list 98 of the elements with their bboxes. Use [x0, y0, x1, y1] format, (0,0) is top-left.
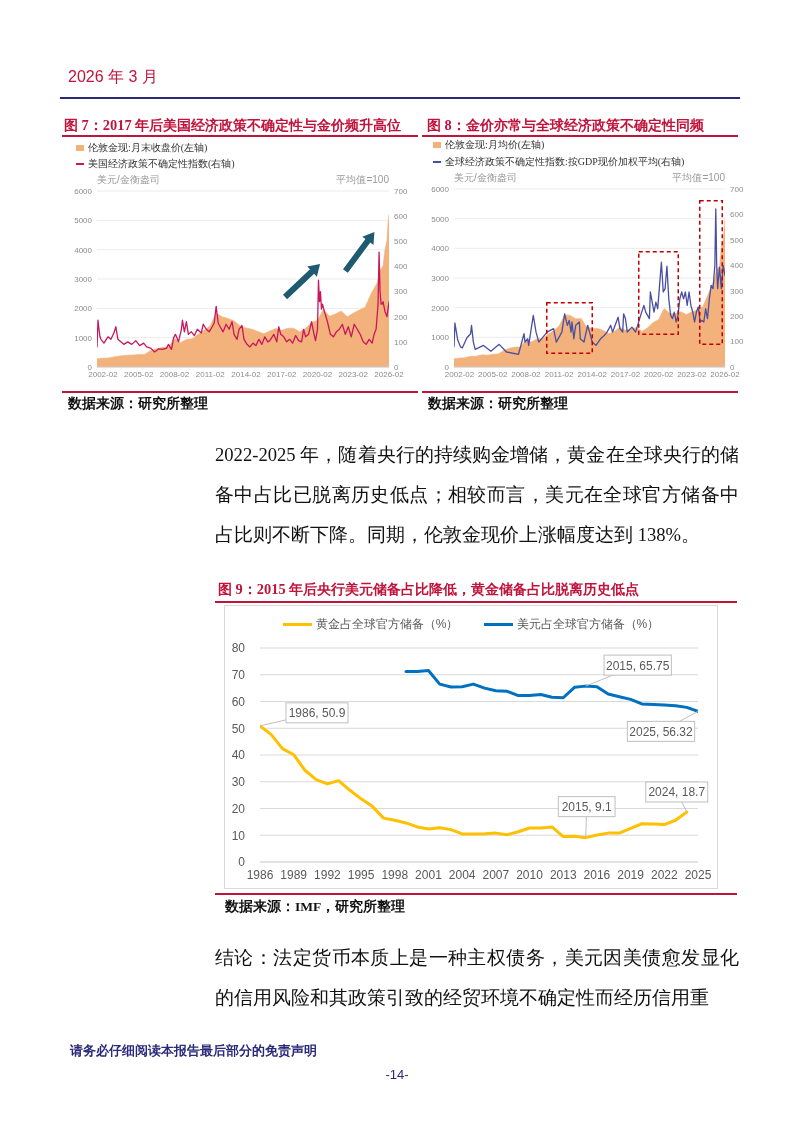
- y-tick-label: 0: [238, 855, 246, 870]
- y2-tick-label: 700: [730, 184, 744, 194]
- y-axis-title: 美元/金衡盎司: [454, 171, 517, 185]
- y2-tick-label: 200: [394, 312, 408, 322]
- y2-axis-title: 平均值=100: [336, 173, 389, 187]
- text: 结论：法定货币本质上是一种主权债务，美元因美债愈发显化的信用风险和其政策引致的经贸环境不确定性而经历信用重: [215, 946, 739, 1010]
- y-tick-label: 5000: [74, 216, 93, 226]
- y2-tick-label: 600: [730, 210, 744, 220]
- y-tick-label: 3000: [431, 273, 450, 283]
- y2-tick-label: 500: [394, 237, 408, 247]
- y2-tick-label: 0: [394, 362, 399, 372]
- y2-tick-label: 600: [394, 211, 408, 221]
- legend-label: 黄金占全球官方储备（%）: [315, 615, 459, 633]
- y-tick-label: 30: [231, 775, 246, 790]
- data-label: 1986, 50.9: [288, 706, 346, 721]
- y2-tick-label: 300: [394, 287, 408, 297]
- x-tick-label: 2014-02: [231, 369, 262, 379]
- y-tick-label: 1000: [431, 333, 450, 343]
- y-tick-label: 20: [231, 801, 246, 816]
- x-tick-label: 2011-02: [544, 369, 575, 379]
- y-tick-label: 0: [87, 362, 93, 372]
- legend-label: 全球经济政策不确定性指数:按GDP现价加权平均(右轴): [445, 154, 685, 169]
- y-tick-label: 3000: [74, 274, 93, 284]
- y2-tick-label: 400: [394, 262, 408, 272]
- x-tick-label: 1992: [314, 867, 342, 882]
- legend-label: 美元占全球官方储备（%）: [516, 615, 660, 633]
- legend-label: 伦敦金现:月末收盘价(左轴): [88, 141, 208, 155]
- source-note: 数据来源：研究所整理: [428, 395, 568, 413]
- x-tick-label: 2026-02: [374, 369, 405, 379]
- x-tick-label: 2025: [684, 867, 712, 882]
- data-label: 2015, 65.75: [605, 658, 670, 673]
- line-series: [97, 251, 389, 353]
- y-tick-label: 4000: [74, 245, 93, 255]
- x-tick-label: 2010: [516, 867, 544, 882]
- x-tick-label: 2008-02: [511, 369, 542, 379]
- data-label: 2025, 56.32: [629, 724, 694, 739]
- y-tick-label: 50: [231, 721, 246, 736]
- x-tick-label: 1998: [381, 867, 409, 882]
- y-tick-label: 5000: [431, 214, 450, 224]
- text: -14-: [384, 1067, 410, 1082]
- x-tick-label: 2011-02: [195, 369, 226, 379]
- y-tick-label: 80: [231, 641, 246, 656]
- y2-tick-label: 0: [730, 362, 735, 372]
- y2-tick-label: 200: [730, 311, 744, 321]
- y-tick-label: 70: [231, 668, 246, 683]
- x-tick-label: 2002-02: [88, 369, 119, 379]
- y-tick-label: 6000: [431, 184, 450, 194]
- y-tick-label: 4000: [431, 244, 450, 254]
- data-label: 2024, 18.7: [648, 785, 706, 800]
- chart-title: 图 7：2017 年后美国经济政策不确定性与金价频升高位: [64, 116, 402, 135]
- x-tick-label: 2017-02: [610, 369, 641, 379]
- x-tick-label: 2017-02: [267, 369, 297, 379]
- text: 2022-2025 年，随着央行的持续购金增储，黄金在全球央行的储备中占比已脱离历史低点；相较而言，美元在全球官方储备中占比则不断下降。同期，伦敦金现价上涨幅度达到 138%。: [215, 443, 739, 547]
- x-tick-label: 2020-02: [643, 369, 674, 379]
- x-tick-label: 2008-02: [159, 369, 190, 379]
- y-tick-label: 0: [444, 362, 450, 372]
- y-tick-label: 2000: [431, 303, 450, 313]
- y-tick-label: 60: [231, 694, 246, 709]
- chart-title: 图 8：金价亦常与全球经济政策不确定性同频: [427, 116, 704, 135]
- x-tick-label: 1989: [280, 867, 308, 882]
- x-tick-label: 2005-02: [124, 369, 154, 379]
- text: 2026 年 3 月: [68, 67, 158, 87]
- y-tick-label: 10: [231, 828, 246, 843]
- y-tick-label: 1000: [74, 333, 93, 343]
- y2-tick-label: 400: [730, 261, 744, 271]
- data-label: 2015, 9.1: [561, 800, 613, 815]
- y2-tick-label: 100: [394, 337, 408, 347]
- y-axis-title: 美元/金衡盎司: [97, 173, 160, 187]
- x-tick-label: 1995: [347, 867, 375, 882]
- y-tick-label: 2000: [74, 304, 93, 314]
- x-tick-label: 2004: [448, 867, 476, 882]
- x-tick-label: 2019: [617, 867, 645, 882]
- x-tick-label: 2002-02: [444, 369, 475, 379]
- legend-label: 伦敦金现:月均价(左轴): [445, 138, 545, 153]
- text: 请务必仔细阅读本报告最后部分的免责声明: [70, 1042, 317, 1060]
- x-tick-label: 2020-02: [302, 369, 333, 379]
- chart-title: 图 9：2015 年后央行美元储备占比降低，黄金储备占比脱离历史低点: [218, 580, 640, 599]
- y-tick-label: 40: [231, 748, 246, 763]
- x-tick-label: 2013: [549, 867, 577, 882]
- x-tick-label: 2023-02: [338, 369, 369, 379]
- legend-label: 美国经济政策不确定性指数(右轴): [88, 157, 235, 171]
- x-tick-label: 2016: [583, 867, 611, 882]
- x-tick-label: 2001: [415, 867, 443, 882]
- y2-tick-label: 500: [730, 235, 744, 245]
- x-tick-label: 1986: [246, 867, 274, 882]
- x-tick-label: 2005-02: [478, 369, 508, 379]
- y-tick-label: 6000: [74, 186, 93, 196]
- source-note: 数据来源：研究所整理: [68, 395, 208, 413]
- x-tick-label: 2023-02: [677, 369, 708, 379]
- source-note: 数据来源：IMF，研究所整理: [225, 898, 406, 916]
- x-tick-label: 2007: [482, 867, 510, 882]
- y2-tick-label: 300: [730, 286, 744, 296]
- y2-tick-label: 700: [394, 186, 408, 196]
- y2-axis-title: 平均值=100: [672, 171, 725, 185]
- x-tick-label: 2026-02: [710, 369, 741, 379]
- x-tick-label: 2022: [650, 867, 678, 882]
- x-tick-label: 2014-02: [577, 369, 608, 379]
- y2-tick-label: 100: [730, 337, 744, 347]
